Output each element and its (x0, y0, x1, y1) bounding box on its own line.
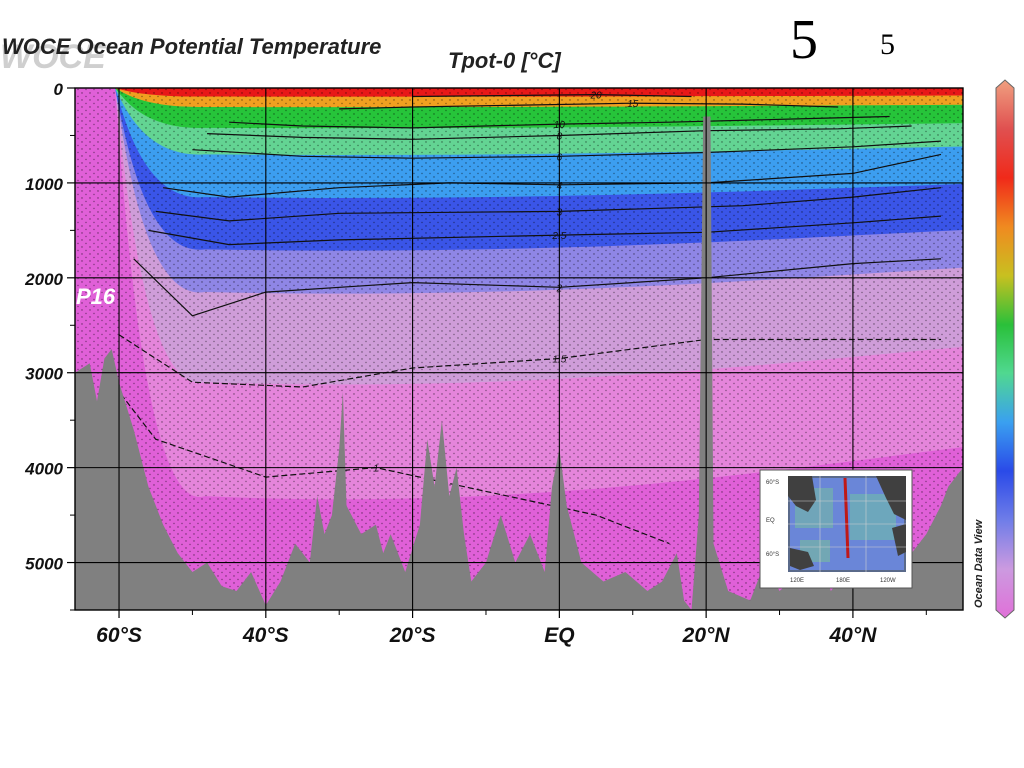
inset-location-map: 60°S EQ 60°S 120E 180E 120W (759, 469, 913, 589)
slide-number-small: 5 (880, 28, 895, 61)
chart-title-left: WOCE Ocean Potential Temperature (2, 34, 381, 59)
inset-lat-label-bottom: 60°S (766, 552, 779, 558)
x-tick-label: 60°S (96, 624, 142, 647)
colorbar-credit: Ocean Data View (973, 518, 985, 608)
x-tick-label: EQ (544, 624, 574, 647)
contour-line-20 (412, 93, 692, 98)
x-tick-label: 20°N (682, 624, 731, 647)
watermark-woce: WOCE (0, 38, 107, 76)
inset-lon-label-1: 120E (790, 578, 804, 584)
x-tick-label: 40°S (242, 624, 289, 647)
inset-lat-label-eq: EQ (766, 518, 775, 524)
inset-lon-label-3: 120W (880, 578, 896, 584)
inset-lat-label-top: 60°S (766, 480, 779, 486)
chart-title: Tpot-0 [°C] (448, 48, 561, 73)
contour-label-15: 15 (627, 99, 639, 110)
plot-frame (74, 87, 964, 611)
y-tick-label: 2000 (24, 270, 63, 289)
x-tick-label: 40°N (828, 624, 877, 647)
y-tick-label: 3000 (25, 365, 63, 384)
contour-line-15 (339, 102, 839, 110)
x-tick-label: 20°S (389, 624, 436, 647)
contour-line-4 (163, 153, 942, 198)
contour-line-2 (133, 258, 942, 317)
y-tick-label: 1000 (25, 175, 63, 194)
inset-lon-label-2: 180E (836, 578, 850, 584)
contour-label-20: 20 (589, 91, 602, 102)
y-tick-label: 0 (54, 80, 64, 99)
slide-number-large: 5 (790, 9, 818, 71)
section-label-p16: P16 (76, 284, 116, 309)
contour-label-1: 1 (373, 464, 379, 475)
plot-area: 20151086432.521.51 (75, 88, 963, 610)
contour-line-1-5 (118, 334, 941, 388)
colorbar (995, 79, 1015, 619)
y-tick-label: 4000 (24, 460, 63, 479)
y-tick-label: 5000 (25, 555, 63, 574)
